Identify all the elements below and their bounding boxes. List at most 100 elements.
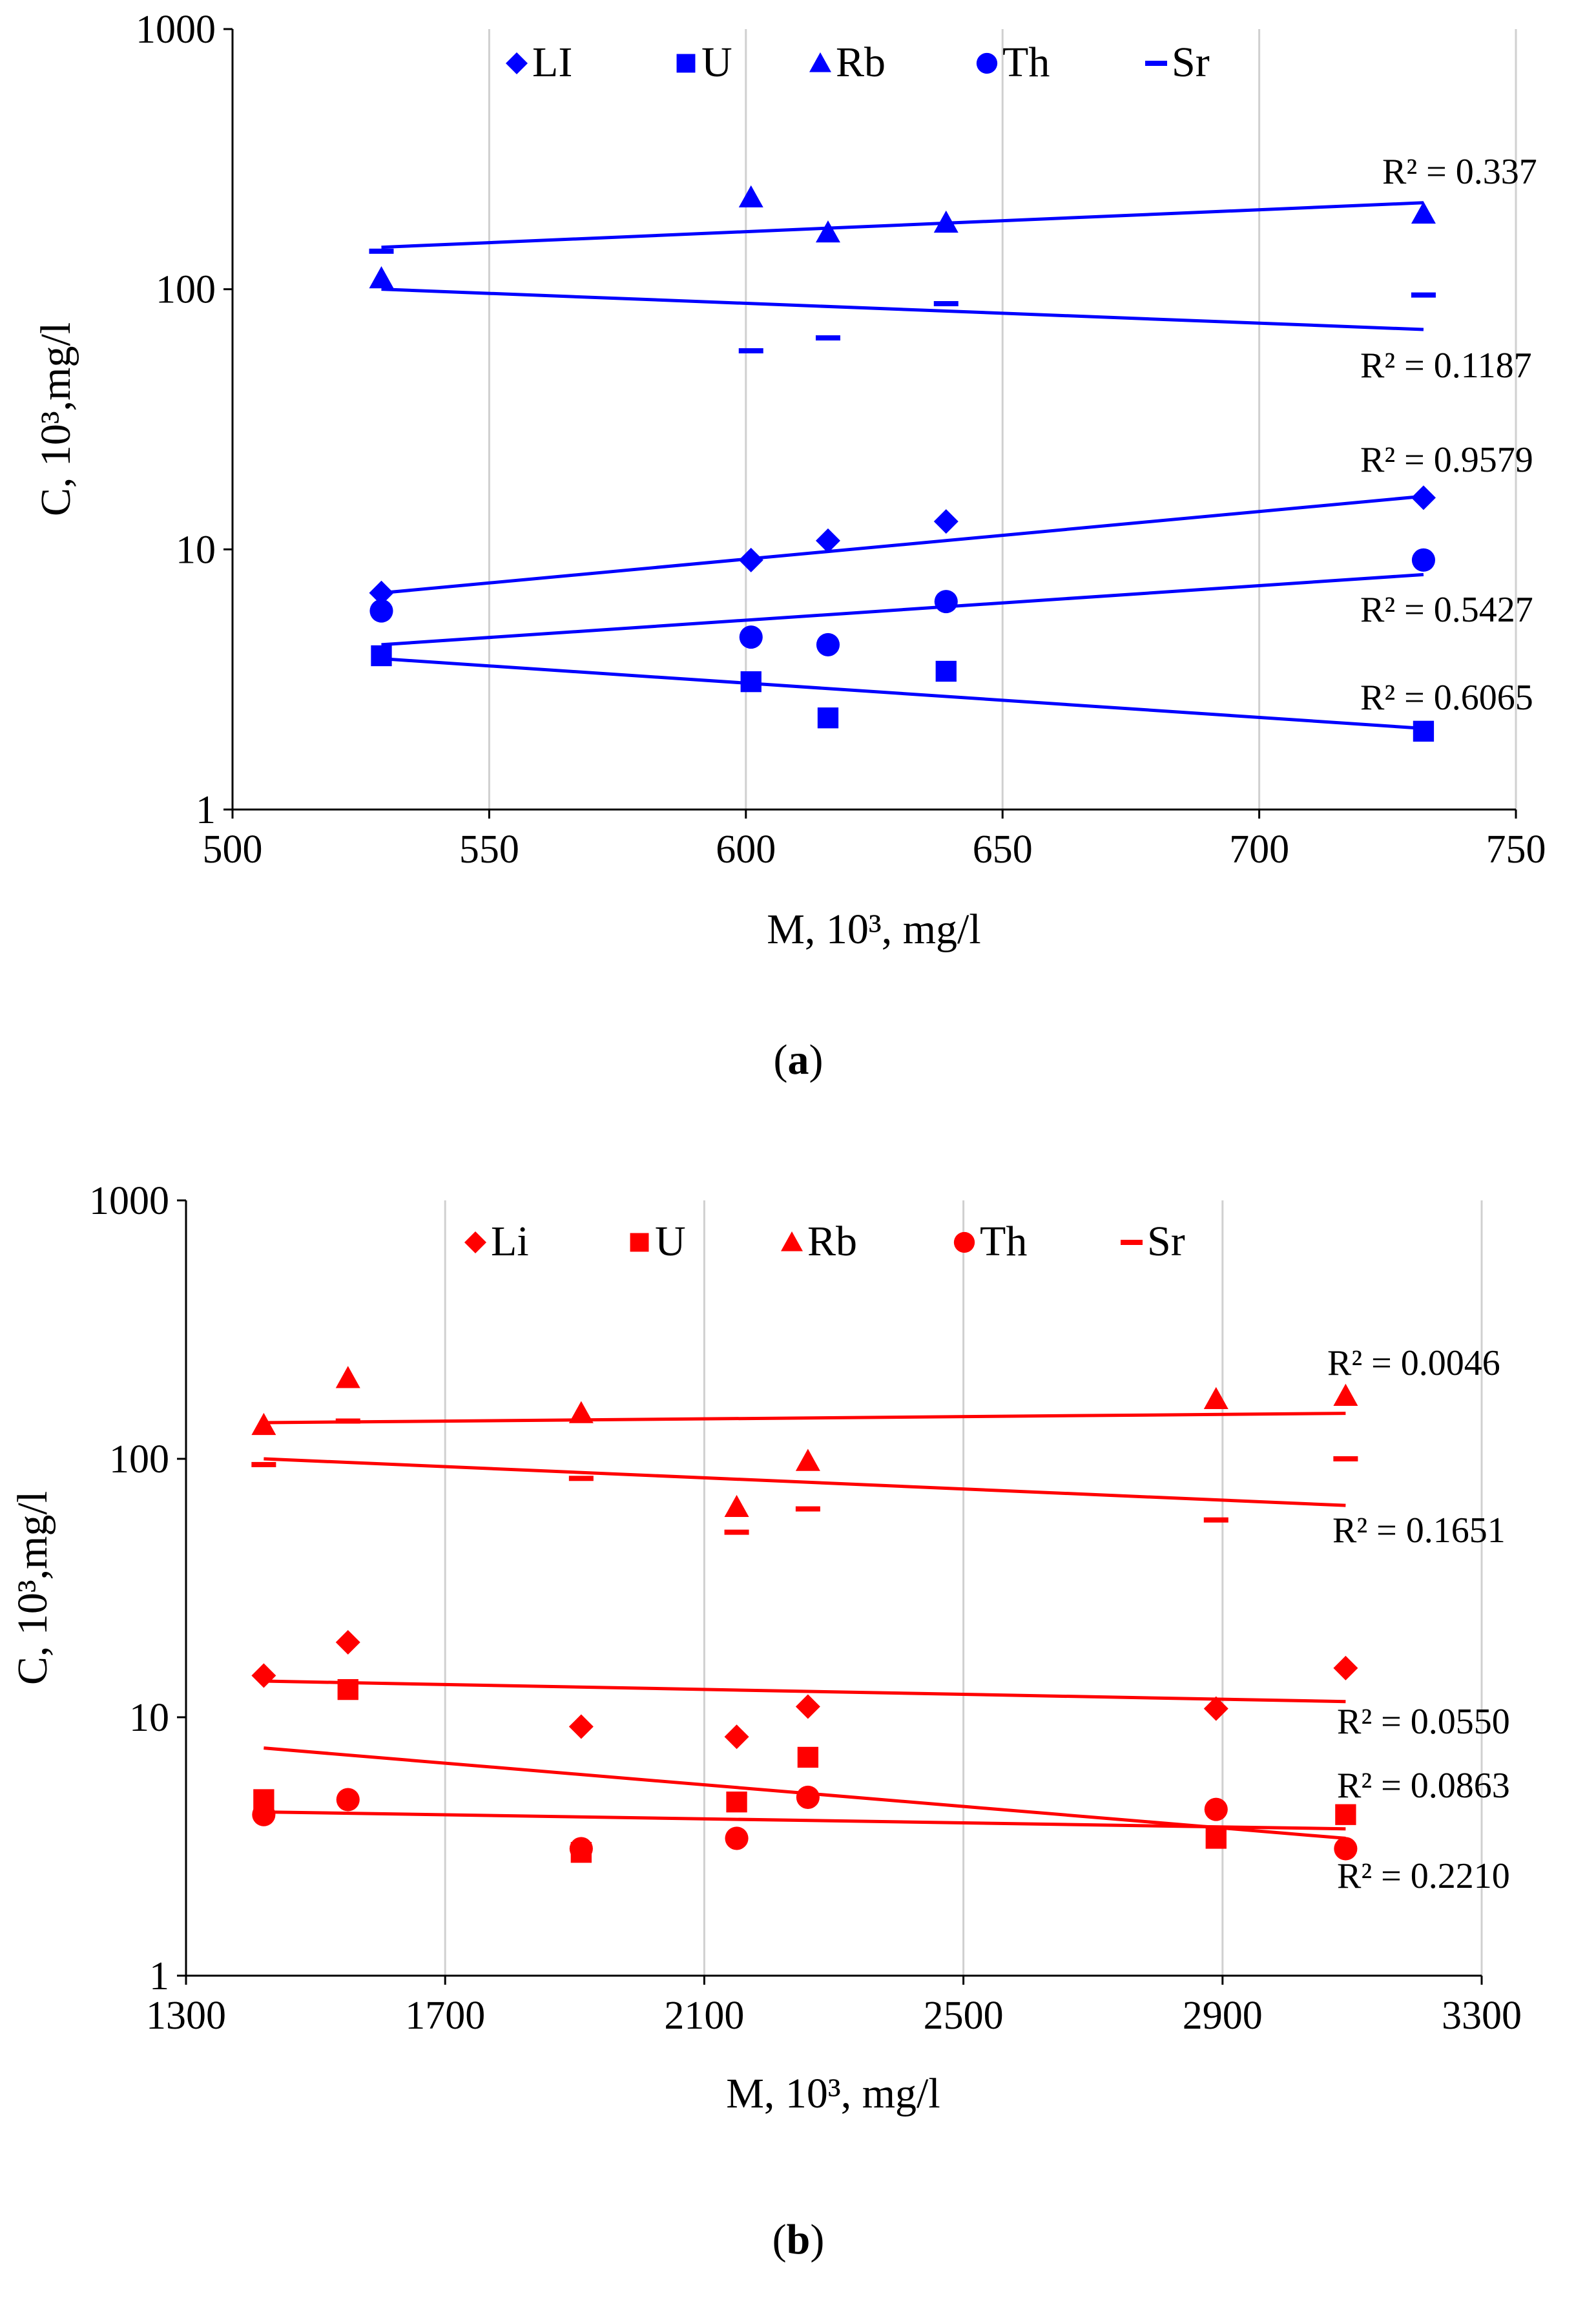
panel-a-trendline-th — [381, 572, 1424, 647]
panel-b-point-sr — [1203, 1517, 1228, 1523]
panel-b-point-rb — [724, 1494, 749, 1518]
panel-b-point-th — [569, 1837, 593, 1861]
panel-a-point-rb — [1411, 201, 1436, 224]
panel-a-point-u — [817, 707, 839, 729]
panel-b-point-li — [724, 1724, 749, 1750]
panel-a-r2-th: R² = 0.5427 — [1360, 590, 1533, 630]
panel-b-point-li — [795, 1694, 820, 1719]
panel-a-legend-marker-sr — [1145, 61, 1167, 66]
panel-a-point-u — [1413, 720, 1435, 742]
panel-b-x-tick-label: 1300 — [146, 1994, 226, 2038]
panel-b-legend-marker-th — [953, 1231, 975, 1253]
panel-a-point-li — [369, 580, 394, 605]
panel-b-legend-marker-rb — [781, 1231, 803, 1251]
panel-b-point-u — [337, 1678, 358, 1700]
panel-a-x-tick-label: 700 — [1229, 828, 1289, 872]
panel-a-point-rb — [815, 220, 840, 243]
panel-b-point-rb — [1333, 1383, 1358, 1406]
panel-a-point-th — [369, 599, 393, 623]
panel-b-x-tick-label: 2100 — [664, 1994, 744, 2038]
panel-b-point-th — [1204, 1797, 1228, 1821]
panel-a-x-axis-label: M, 10³, mg/l — [767, 906, 980, 953]
panel-b-gridlines — [444, 1200, 1483, 1976]
panel-b-x-tick-label: 2500 — [924, 1994, 1004, 2038]
panel-a-y-axis-label: C, 10³,mg/l — [32, 322, 79, 516]
panel-b-point-rb — [795, 1448, 820, 1471]
panel-a-point-sr — [369, 248, 394, 254]
panel-b-point-th — [252, 1803, 276, 1826]
panel-b-point-th — [336, 1788, 360, 1812]
panel-b-x-axis-label: M, 10³, mg/l — [726, 2070, 940, 2117]
panel-a-legend-marker-rb — [809, 52, 831, 72]
panel-a-x-tick-label: 650 — [973, 828, 1033, 872]
panel-b-legend-label-th: Th — [980, 1218, 1027, 1265]
panel-a-point-rb — [369, 266, 394, 289]
panel-a-point-li — [933, 509, 959, 534]
panel-a-x-tick-label: 500 — [203, 828, 263, 872]
panel-a-legend-label-li: LI — [532, 39, 572, 86]
panel-b-chart: 1300 1700 2100 2500 2900 3300 1 10 100 1000 R² = … — [9, 1179, 1522, 2263]
panel-a-caption: (a) — [774, 1036, 824, 1083]
panel-b-x-tick-label: 2900 — [1183, 1994, 1263, 2038]
panel-a-point-sr — [1411, 292, 1436, 298]
panel-a-y-tick-label: 100 — [156, 268, 216, 312]
panel-a-point-th — [934, 590, 958, 614]
panel-b-r2-th: R² = 0.0863 — [1337, 1766, 1510, 1806]
panel-b-legend-marker-li — [464, 1231, 486, 1253]
panel-a-point-u — [935, 660, 957, 682]
panel-a-legend-label-th: Th — [1002, 39, 1050, 86]
panel-b-trendline-rb — [264, 1412, 1346, 1425]
panel-a-x-tick-label: 550 — [459, 828, 519, 872]
panel-b-trendline-li — [264, 1679, 1346, 1704]
panel-a-ticks: 500 550 600 650 700 750 1 10 100 1000 — [136, 8, 1546, 872]
panel-a-point-sr — [815, 335, 840, 341]
panel-b-trendline-th — [264, 1810, 1346, 1831]
panel-b-data-points — [251, 1366, 1358, 1863]
panel-b-point-th — [796, 1785, 820, 1809]
panel-b-r2-li: R² = 0.0550 — [1337, 1702, 1510, 1742]
panel-b-trendline-sr — [264, 1457, 1346, 1507]
panel-a-legend: LI U Rb Th Sr — [506, 39, 1210, 86]
panel-b-caption-letter: b — [787, 2216, 811, 2263]
panel-b-point-th — [725, 1826, 749, 1850]
panel-b-legend-item-u: U — [630, 1218, 686, 1265]
panel-b-r2-u: R² = 0.2210 — [1337, 1856, 1510, 1896]
panel-b-point-li — [335, 1629, 360, 1655]
panel-b-legend-item-th: Th — [953, 1218, 1027, 1265]
panel-a-legend-label-sr: Sr — [1172, 39, 1210, 86]
panel-b-y-axis-label: C, 10³,mg/l — [9, 1491, 56, 1685]
panel-a-trendline-u — [381, 657, 1424, 730]
panel-b-point-rb — [335, 1366, 360, 1388]
panel-a-trendline-li — [381, 494, 1424, 595]
panel-b-trendlines — [264, 1412, 1346, 1840]
panel-a-legend-label-rb: Rb — [836, 39, 886, 86]
panel-b-legend-label-li: Li — [491, 1218, 529, 1265]
panel-b-point-sr — [568, 1476, 594, 1481]
panel-b-legend-label-rb: Rb — [807, 1218, 857, 1265]
panel-a-point-u — [371, 645, 392, 667]
panel-a-legend-item-sr: Sr — [1145, 39, 1210, 86]
panel-b-point-sr — [795, 1506, 820, 1512]
panel-a-r2-u: R² = 0.6065 — [1360, 678, 1533, 718]
panel-a-point-rb — [738, 185, 763, 208]
panel-b-point-u — [797, 1746, 819, 1768]
panel-b-point-u — [726, 1792, 747, 1813]
panel-b-r2-rb: R² = 0.0046 — [1327, 1343, 1500, 1383]
panel-a-point-th — [816, 632, 840, 656]
panel-b-r2-sr: R² = 0.1651 — [1332, 1511, 1506, 1551]
panel-b-point-sr — [724, 1529, 749, 1535]
panel-a-legend-item-th: Th — [976, 39, 1050, 86]
panel-a-x-tick-label: 750 — [1486, 828, 1546, 872]
panel-b-legend-label-u: U — [655, 1218, 686, 1265]
panel-b-point-rb — [251, 1412, 276, 1436]
panel-a-chart: 500 550 600 650 700 750 1 10 100 1000 R² = 0.337 … — [32, 8, 1546, 1083]
panel-a-r2-labels: R² = 0.337 R² = 0.1187 R² = 0.9579 R² = … — [1360, 152, 1537, 718]
panel-b-point-li — [1203, 1696, 1228, 1721]
panel-b-point-u — [1205, 1828, 1227, 1849]
panel-b-y-tick-label: 1000 — [89, 1179, 169, 1223]
panel-a-point-rb — [933, 210, 959, 233]
panel-b-point-rb — [568, 1401, 594, 1423]
panel-a-y-tick-label: 1000 — [136, 8, 216, 52]
panel-a-trendline-sr — [381, 288, 1424, 331]
panel-a-point-sr — [738, 348, 763, 353]
